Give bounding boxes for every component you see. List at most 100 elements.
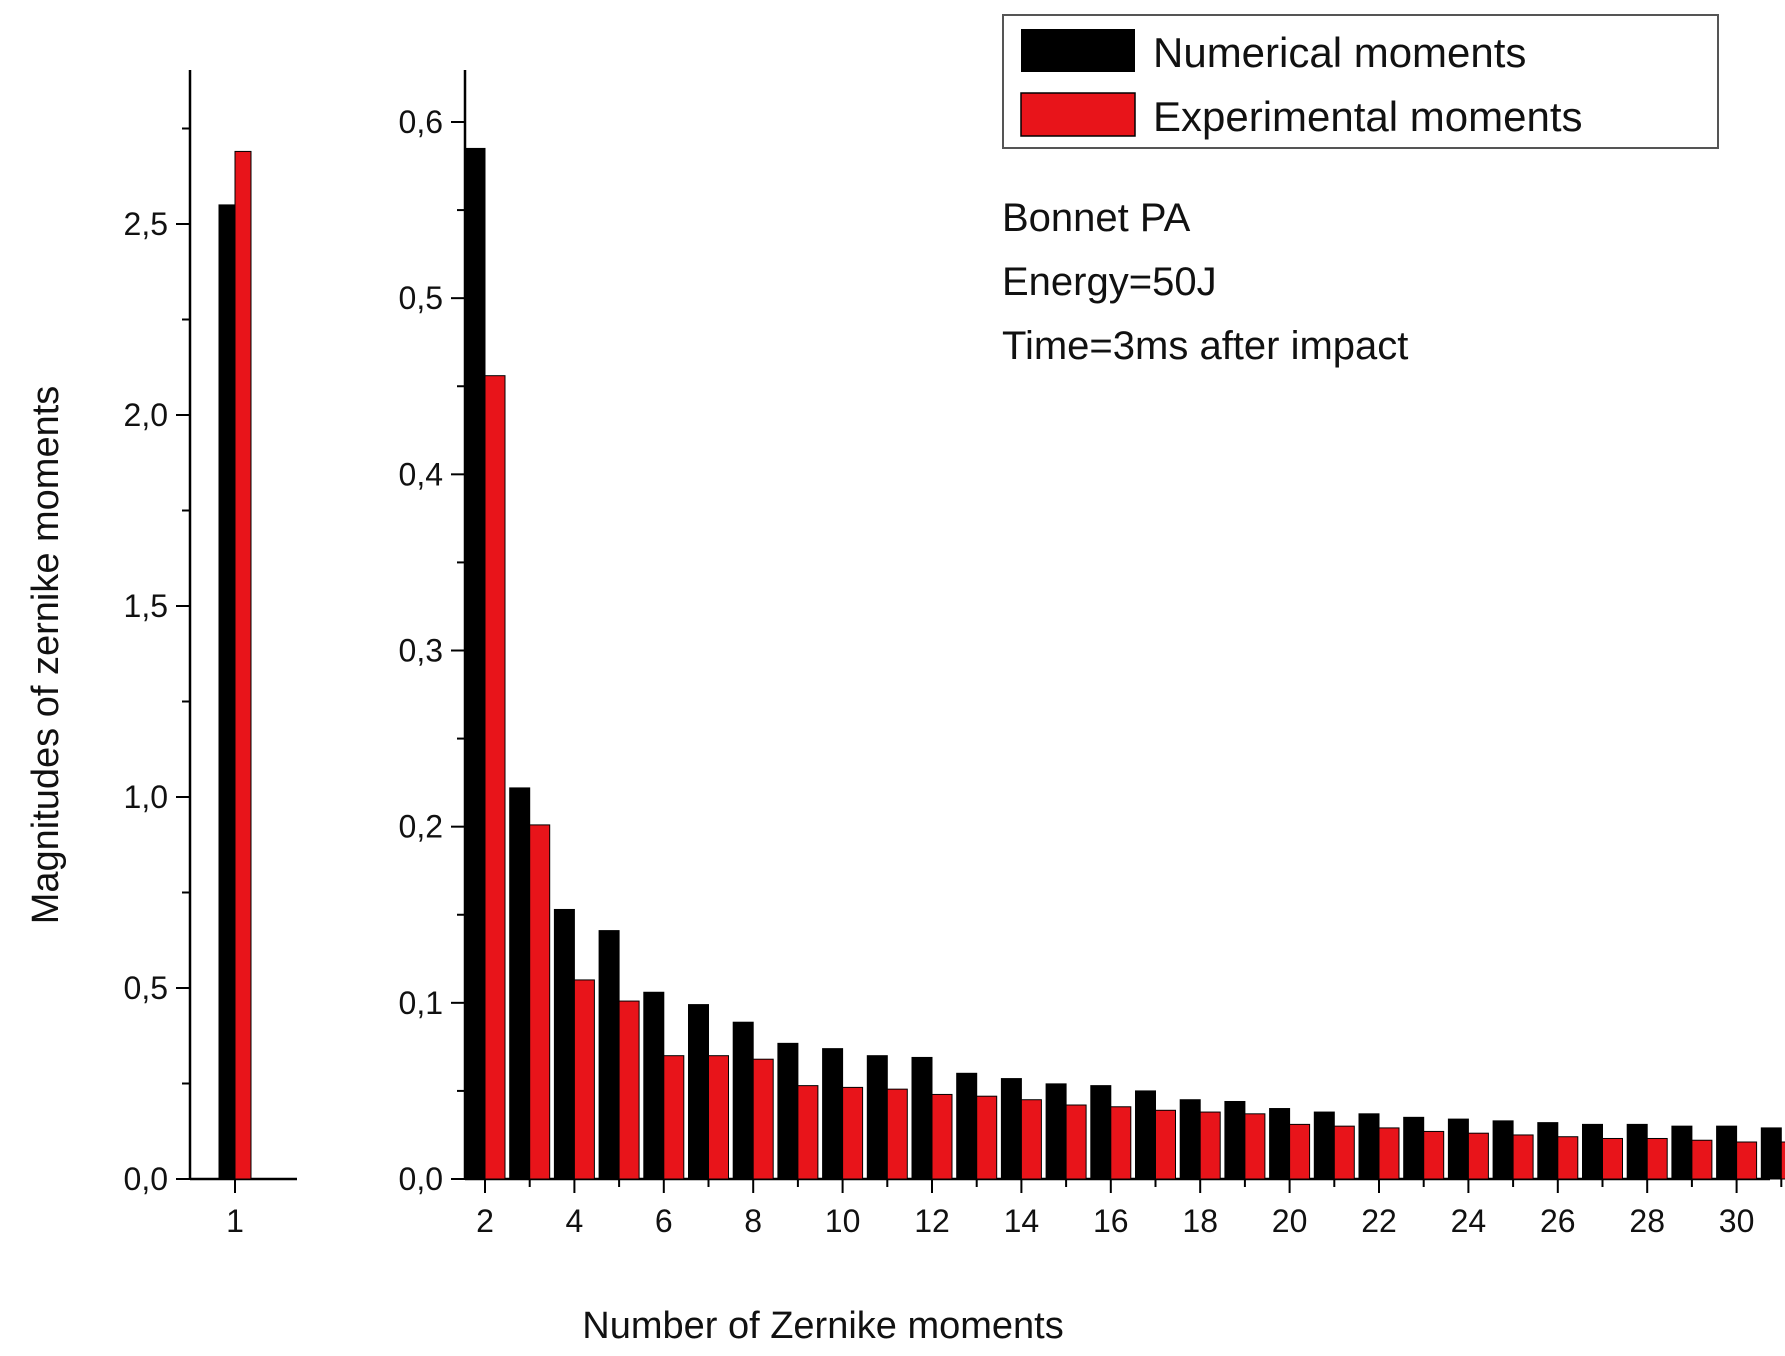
bar-experimental-16 <box>1110 1106 1132 1180</box>
x-tick-label: 28 <box>1629 1203 1665 1239</box>
bar-experimental-7 <box>708 1055 729 1180</box>
bar-experimental-28 <box>1646 1137 1668 1180</box>
y-tick-label: 0,3 <box>399 633 443 669</box>
bar-numerical-22 <box>1358 1113 1380 1180</box>
bar-experimental-20 <box>1289 1123 1311 1180</box>
bar-numerical-12 <box>911 1056 933 1180</box>
right-panel: 0,00,10,20,30,40,50,6 2 4 6 8 10 12 14 16 18 20 22… <box>399 70 1785 1239</box>
bar-numerical-3 <box>509 787 531 1180</box>
y-tick-label: 0,5 <box>399 280 443 316</box>
bar-numerical-2 <box>464 147 486 1180</box>
legend-label-experimental: Experimental moments <box>1153 93 1583 140</box>
y-tick-label: 0,1 <box>399 985 443 1021</box>
bar-experimental-24 <box>1467 1132 1489 1180</box>
bar-numerical-14 <box>1000 1078 1022 1180</box>
bar-experimental-5 <box>618 1000 640 1180</box>
bar-experimental-30 <box>1736 1141 1758 1180</box>
bar-numerical-18 <box>1179 1099 1201 1180</box>
x-axis-title: Number of Zernike moments <box>582 1305 1064 1347</box>
bar-experimental-19 <box>1244 1113 1266 1180</box>
bar-experimental-21 <box>1333 1125 1355 1180</box>
y-tick-label: 0,0 <box>399 1161 443 1197</box>
bar-experimental-27 <box>1602 1137 1623 1180</box>
bar-numerical-17 <box>1135 1090 1156 1180</box>
x-tick-label: 24 <box>1451 1203 1487 1239</box>
bar-numerical-7 <box>688 1004 709 1180</box>
x-tick-label: 12 <box>914 1203 950 1239</box>
y-tick-label: 0,5 <box>124 970 168 1006</box>
x-tick-label: 10 <box>825 1203 861 1239</box>
bar-experimental-18 <box>1199 1111 1221 1180</box>
bar-experimental-29 <box>1691 1139 1713 1180</box>
annotation-line-2: Energy=50J <box>1002 260 1217 304</box>
x-tick-label: 22 <box>1361 1203 1397 1239</box>
y-tick-label: 2,5 <box>124 206 168 242</box>
bar-numerical-31 <box>1760 1127 1782 1180</box>
bar-experimental-25 <box>1512 1134 1534 1180</box>
bar-numerical-28 <box>1626 1123 1648 1180</box>
bar-numerical-15 <box>1045 1083 1067 1180</box>
bar-experimental-23 <box>1423 1130 1445 1180</box>
x-tick-label: 8 <box>744 1203 762 1239</box>
annotation-line-3: Time=3ms after impact <box>1002 324 1408 368</box>
bar-experimental-6 <box>663 1055 685 1180</box>
bar-numerical-19 <box>1224 1100 1246 1180</box>
bar-experimental-22 <box>1378 1127 1400 1180</box>
bar-experimental-8 <box>752 1058 774 1180</box>
x-tick-label: 18 <box>1182 1203 1218 1239</box>
bar-experimental-13 <box>976 1095 998 1180</box>
bar-numerical-21 <box>1313 1111 1335 1180</box>
bar-numerical-24 <box>1447 1118 1469 1180</box>
x-tick-label: 1 <box>226 1203 244 1239</box>
bar-numerical-27 <box>1582 1123 1603 1180</box>
left-panel: 0,0 0,5 1,0 1,5 2,0 2,5 1 <box>124 70 297 1239</box>
bar-numerical-29 <box>1671 1125 1693 1180</box>
x-tick-label: 26 <box>1540 1203 1576 1239</box>
legend-swatch-experimental <box>1020 92 1136 137</box>
bar-numerical-26 <box>1537 1122 1559 1180</box>
bar-numerical-30 <box>1716 1125 1738 1180</box>
legend-label-numerical: Numerical moments <box>1153 29 1526 76</box>
bar-numerical-25 <box>1492 1120 1514 1180</box>
bar-numerical-23 <box>1403 1116 1425 1180</box>
bar-experimental-15 <box>1065 1104 1087 1180</box>
bar-experimental-4 <box>573 979 595 1180</box>
bar-numerical-8 <box>732 1021 754 1180</box>
y-tick-label: 0,4 <box>399 456 443 492</box>
x-tick-label: 30 <box>1719 1203 1755 1239</box>
bar-experimental-1 <box>234 150 252 1180</box>
y-tick-label: 0,6 <box>399 104 443 140</box>
x-tick-label: 6 <box>655 1203 673 1239</box>
bar-numerical-13 <box>956 1072 978 1180</box>
bar-numerical-6 <box>643 991 665 1180</box>
bar-numerical-11 <box>866 1055 888 1180</box>
bar-experimental-14 <box>1020 1099 1042 1180</box>
x-tick-label: 20 <box>1272 1203 1308 1239</box>
bar-numerical-16 <box>1090 1085 1112 1180</box>
bar-numerical-10 <box>822 1048 844 1180</box>
annotation-line-1: Bonnet PA <box>1002 196 1191 240</box>
bar-experimental-17 <box>1155 1109 1176 1180</box>
bar-experimental-10 <box>842 1086 864 1180</box>
y-tick-label: 0,2 <box>399 809 443 845</box>
y-tick-label: 1,5 <box>124 588 168 624</box>
bar-experimental-9 <box>797 1085 819 1180</box>
y-tick-label: 2,0 <box>124 397 168 433</box>
y-axis-title: Magnitudes of zernike moments <box>25 386 67 925</box>
legend-swatch-numerical <box>1021 29 1135 72</box>
x-tick-label: 14 <box>1004 1203 1040 1239</box>
bar-experimental-26 <box>1557 1136 1579 1180</box>
bar-experimental-12 <box>931 1093 953 1180</box>
x-tick-label: 2 <box>476 1203 494 1239</box>
x-tick-label: 16 <box>1093 1203 1129 1239</box>
bar-numerical-4 <box>553 908 575 1180</box>
annotation: Bonnet PA Energy=50J Time=3ms after impa… <box>1002 196 1408 368</box>
bar-experimental-3 <box>529 824 551 1180</box>
y-tick-label: 0,0 <box>124 1161 168 1197</box>
bar-experimental-11 <box>886 1088 908 1180</box>
legend: Numerical moments Experimental moments <box>1002 14 1719 149</box>
y-tick-label: 1,0 <box>124 779 168 815</box>
bar-experimental-2 <box>484 375 506 1180</box>
bar-experimental-31 <box>1780 1141 1785 1180</box>
